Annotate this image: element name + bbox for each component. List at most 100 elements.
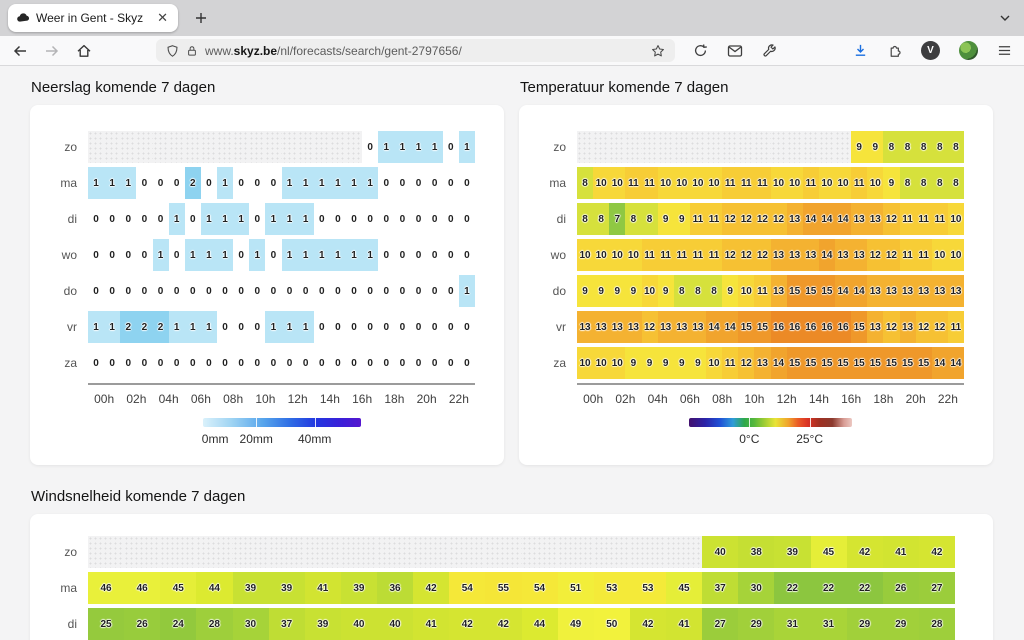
heatmap-cell: 1 [297,203,314,235]
heatmap-cell: 10 [609,239,626,271]
browser-tab[interactable]: Weer in Gent - Skyz ✕ [8,4,178,32]
heatmap-cell: 0 [378,239,395,271]
shield-icon[interactable] [166,44,179,58]
heatmap-cell: 0 [104,275,121,307]
heatmap-cell: 15 [867,347,884,379]
heatmap-cell: 1 [168,203,185,235]
heatmap-cell: 1 [281,203,298,235]
heatmap-cell [577,131,594,163]
heatmap-row: di 25 26 24 28 30 37 39 40 40 41 42 42 44 49 50 42 41 27 29… [30,608,955,640]
heatmap-cell [641,131,658,163]
heatmap-cell: 1 [217,167,234,199]
forward-button[interactable] [44,43,60,59]
heatmap-cell: 12 [722,203,739,235]
heatmap-cell: 1 [346,239,363,271]
heatmap-cell: 0 [281,347,298,379]
url-text[interactable]: www.skyz.be/nl/forecasts/search/gent-279… [205,43,462,58]
heatmap-cell: 11 [657,239,674,271]
heatmap-cell: 15 [754,311,771,343]
heatmap-cell: 8 [593,203,610,235]
heatmap-cell: 11 [915,203,932,235]
heatmap-cell: 0 [184,203,201,235]
heatmap-cell: 0 [442,239,459,271]
menu-hamburger-icon[interactable] [997,44,1012,57]
extension-globe-icon[interactable] [959,41,978,60]
heatmap-row: vr 13 13 13 13 12 13 13 13 14 14 15 15 16 16 16 16 16 15 13… [519,311,964,343]
bookmark-star-icon[interactable] [651,44,665,58]
heatmap-cell: 10 [593,347,610,379]
lock-icon[interactable] [186,44,198,58]
heatmap-cell: 0 [410,275,427,307]
heatmap-cell: 1 [346,167,363,199]
heatmap-cell: 13 [689,311,706,343]
heatmap-cell: 13 [851,203,868,235]
heatmap-row: di 0 0 0 0 0 1 0 1 1 1 0 1 1 1 0 0 0 0 0 0 0 0 0 0 [30,203,475,235]
downloads-icon[interactable] [853,43,868,58]
row-label: zo [64,140,77,154]
heatmap-cell: 0 [136,167,153,199]
home-button[interactable] [76,43,92,59]
legend-gradient-bar [689,418,852,427]
x-tick-label: 06h [190,392,211,406]
x-tick-label: 18h [384,392,405,406]
url-bar[interactable]: www.skyz.be/nl/forecasts/search/gent-279… [156,39,675,62]
account-avatar-v[interactable]: V [921,41,940,60]
heatmap-row: ma 1 1 1 0 0 0 2 0 1 0 0 0 1 1 1 1 1 1 0 0 0 0 0 0 [30,167,475,199]
heatmap-row: wo 0 0 0 0 1 0 1 1 1 0 1 0 1 1 1 1 1 1 0 0 0 0 0 0 [30,239,475,271]
heatmap-cell: 39 [232,572,269,604]
heatmap-cell: 14 [770,347,787,379]
heatmap-cell [521,536,558,568]
legend-tick [256,418,258,427]
row-label: do [63,284,77,298]
heatmap-cell: 54 [521,572,558,604]
heatmap-cell: 0 [329,275,346,307]
heatmap-cell: 51 [557,572,594,604]
heatmap-cell: 11 [802,167,819,199]
heatmap-cell: 0 [346,311,363,343]
heatmap-cell: 0 [313,275,330,307]
heatmap-cell: 0 [313,203,330,235]
list-all-tabs-chevron-icon[interactable] [998,11,1012,25]
heatmap-cell: 0 [442,131,459,163]
heatmap-cell: 15 [883,347,900,379]
heatmap-cell: 39 [268,572,305,604]
heatmap-cell: 13 [657,311,674,343]
heatmap-cell [754,131,771,163]
heatmap-cell: 8 [947,131,964,163]
heatmap-cell: 10 [835,167,852,199]
back-button[interactable] [12,43,28,59]
x-tick-label: 14h [319,392,340,406]
heatmap-cell: 16 [802,311,819,343]
heatmap-cell [233,131,250,163]
wrench-icon[interactable] [762,43,777,58]
mail-icon[interactable] [727,44,743,58]
heatmap-cell [265,131,282,163]
new-tab-button[interactable] [194,11,208,25]
heatmap-cell: 1 [184,311,201,343]
heatmap-cell: 1 [233,203,250,235]
heatmap-row: za 10 10 10 9 9 9 9 9 10 11 12 13 14 15 15 15 15 15 15 15 15 1… [519,347,964,379]
legend-label: 20mm [239,432,273,446]
extensions-puzzle-icon[interactable] [887,43,902,58]
tab-close-icon[interactable]: ✕ [157,10,168,25]
heatmap-cell: 0 [378,311,395,343]
heatmap-cell: 0 [394,311,411,343]
heatmap-cell: 11 [673,239,690,271]
heatmap-cell: 1 [313,167,330,199]
row-label: vr [556,320,566,334]
heatmap-cell: 12 [754,203,771,235]
heatmap-cell: 13 [802,239,819,271]
heatmap-cells: 8 10 10 11 11 10 10 10 10 11 11 11 10 10 11 10 10 11 10 9 8 8… [577,167,964,199]
heatmap-cell: 16 [835,311,852,343]
heatmap-cell [217,131,234,163]
x-tick-label: 14h [808,392,829,406]
heatmap-cell: 10 [931,239,948,271]
heatmap-cell: 39 [304,608,341,640]
heatmap-cell: 10 [577,347,594,379]
heatmap-cell: 53 [629,572,666,604]
heatmap-cell: 0 [394,347,411,379]
reload-icon[interactable] [693,43,708,58]
heatmap-cell [200,131,217,163]
